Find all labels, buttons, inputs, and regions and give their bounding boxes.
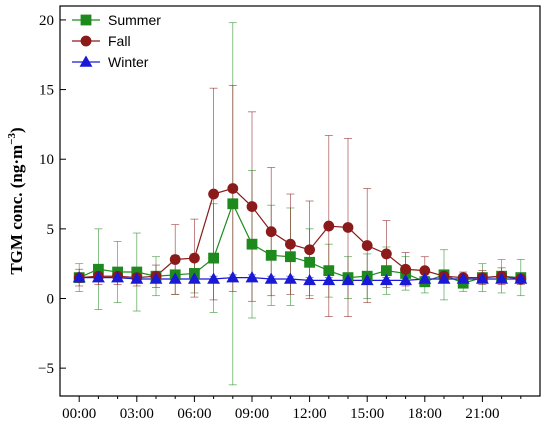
data-point bbox=[360, 273, 374, 286]
data-point bbox=[379, 273, 393, 286]
data-point bbox=[227, 183, 239, 194]
markers-layer bbox=[72, 183, 528, 289]
data-point bbox=[245, 271, 259, 283]
ticks-layer: −5 0 5 10 15 20 00:00 03:00 06:00 09:00 12:00 15:00… bbox=[38, 13, 522, 422]
data-point bbox=[80, 35, 92, 47]
data-point bbox=[207, 272, 221, 284]
data-point bbox=[283, 272, 297, 284]
data-point bbox=[227, 198, 239, 210]
legend-label: Summer bbox=[108, 12, 161, 28]
data-point bbox=[284, 251, 296, 263]
x-tick-label: 21:00 bbox=[465, 406, 499, 422]
data-point bbox=[341, 273, 355, 286]
data-point bbox=[475, 272, 489, 284]
data-point bbox=[208, 252, 220, 264]
data-point bbox=[514, 272, 528, 284]
data-point bbox=[265, 226, 277, 238]
x-tick-label: 18:00 bbox=[408, 406, 442, 422]
data-point bbox=[188, 252, 200, 264]
data-point bbox=[187, 272, 201, 284]
y-tick-label: 5 bbox=[47, 222, 55, 238]
data-point bbox=[284, 238, 296, 250]
data-point bbox=[361, 240, 373, 251]
data-point bbox=[304, 256, 316, 268]
plot-frame bbox=[59, 5, 541, 397]
x-tick-label: 12:00 bbox=[293, 406, 327, 422]
series-line bbox=[79, 187, 521, 280]
x-tick-label: 00:00 bbox=[62, 406, 96, 422]
y-axis-label-main: TGM conc. (ng·m bbox=[7, 145, 26, 275]
data-point bbox=[80, 14, 92, 26]
data-point bbox=[322, 273, 336, 286]
error-bars-layer bbox=[75, 22, 525, 386]
data-point bbox=[111, 271, 125, 283]
y-tick-label: 20 bbox=[39, 13, 54, 29]
data-point bbox=[303, 273, 317, 286]
data-point bbox=[456, 272, 470, 284]
y-axis-label-close: ) bbox=[7, 127, 26, 133]
data-point bbox=[246, 201, 258, 212]
data-point bbox=[380, 248, 392, 260]
legend-label: Fall bbox=[108, 33, 131, 49]
y-tick-label: 0 bbox=[47, 292, 55, 308]
data-point bbox=[72, 271, 86, 283]
series-line bbox=[78, 202, 521, 284]
data-point bbox=[169, 254, 181, 265]
data-point bbox=[437, 272, 451, 284]
data-point bbox=[149, 272, 163, 284]
y-tick-label: 15 bbox=[39, 83, 54, 99]
data-point bbox=[323, 220, 335, 232]
x-tick-label: 06:00 bbox=[177, 406, 211, 422]
data-point bbox=[495, 272, 509, 284]
data-point bbox=[265, 249, 277, 261]
series-lines-layer bbox=[78, 187, 521, 284]
legend-label: Winter bbox=[108, 54, 149, 70]
data-point bbox=[246, 238, 258, 250]
data-point bbox=[304, 244, 316, 256]
y-axis-label-sup: −3 bbox=[6, 133, 18, 145]
data-point bbox=[226, 271, 240, 283]
data-point bbox=[399, 273, 413, 286]
x-tick-label: 09:00 bbox=[235, 406, 269, 422]
data-point bbox=[418, 272, 432, 284]
legend: Summer Fall Winter bbox=[72, 12, 161, 70]
data-point bbox=[208, 188, 220, 200]
x-tick-label: 03:00 bbox=[120, 406, 154, 422]
y-tick-label: −5 bbox=[38, 361, 54, 377]
data-point bbox=[130, 272, 144, 284]
y-axis-label: TGM conc. (ng·m−3) bbox=[6, 127, 26, 274]
data-point bbox=[79, 55, 93, 67]
y-tick-label: 10 bbox=[39, 152, 54, 168]
data-point bbox=[168, 272, 182, 284]
data-point bbox=[400, 263, 412, 275]
data-point bbox=[342, 222, 354, 233]
x-tick-label: 15:00 bbox=[350, 406, 384, 422]
data-point bbox=[91, 271, 105, 283]
data-point bbox=[264, 272, 278, 284]
